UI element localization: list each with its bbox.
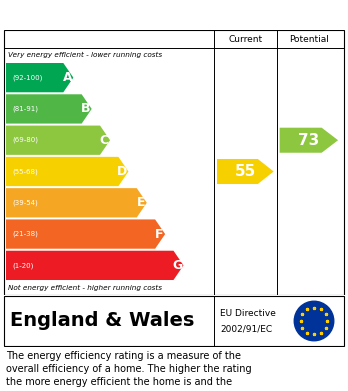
Polygon shape <box>6 94 92 124</box>
Text: (69-80): (69-80) <box>12 137 38 143</box>
Polygon shape <box>217 159 274 184</box>
Polygon shape <box>6 251 183 280</box>
Text: (92-100): (92-100) <box>12 74 42 81</box>
Text: F: F <box>155 228 163 240</box>
Text: Very energy efficient - lower running costs: Very energy efficient - lower running co… <box>8 52 162 58</box>
Circle shape <box>294 301 334 341</box>
Text: B: B <box>81 102 90 115</box>
Text: EU Directive: EU Directive <box>220 309 276 318</box>
Text: C: C <box>100 134 109 147</box>
Text: The energy efficiency rating is a measure of the
overall efficiency of a home. T: The energy efficiency rating is a measur… <box>6 351 252 391</box>
Polygon shape <box>6 63 73 92</box>
Text: (55-68): (55-68) <box>12 168 38 175</box>
Text: (21-38): (21-38) <box>12 231 38 237</box>
Text: Not energy efficient - higher running costs: Not energy efficient - higher running co… <box>8 285 162 291</box>
Text: A: A <box>63 71 72 84</box>
Text: 73: 73 <box>298 133 319 148</box>
Polygon shape <box>6 126 110 155</box>
Polygon shape <box>6 219 165 249</box>
Text: Current: Current <box>228 34 262 43</box>
Text: E: E <box>136 196 145 209</box>
Text: (81-91): (81-91) <box>12 106 38 112</box>
Text: D: D <box>117 165 127 178</box>
Polygon shape <box>6 188 147 217</box>
Text: Potential: Potential <box>289 34 329 43</box>
Text: G: G <box>172 259 183 272</box>
Text: (1-20): (1-20) <box>12 262 33 269</box>
Polygon shape <box>280 128 338 153</box>
Polygon shape <box>6 157 128 186</box>
Text: (39-54): (39-54) <box>12 199 38 206</box>
Text: England & Wales: England & Wales <box>10 312 195 330</box>
Text: 55: 55 <box>235 164 256 179</box>
Text: Energy Efficiency Rating: Energy Efficiency Rating <box>8 7 218 23</box>
Text: 2002/91/EC: 2002/91/EC <box>220 324 272 333</box>
